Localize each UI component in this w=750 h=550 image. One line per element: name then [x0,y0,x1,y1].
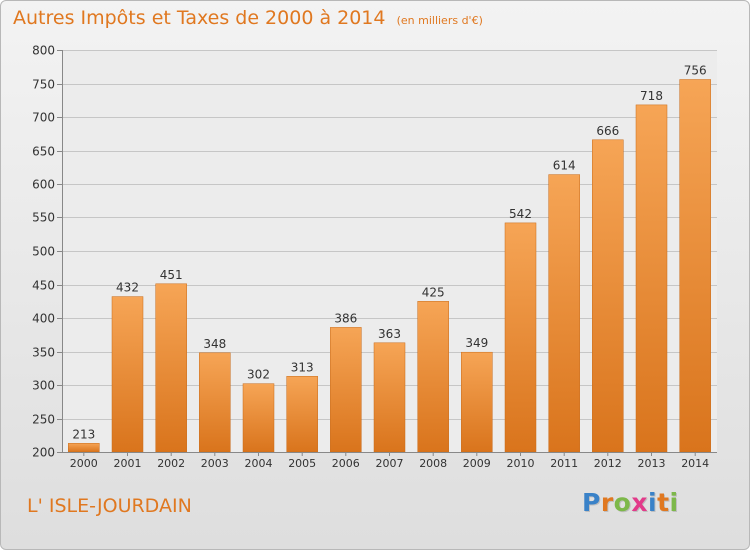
logo-letter: o [613,488,632,517]
value-label: 302 [247,368,270,382]
value-label: 313 [291,360,314,374]
value-label: 614 [553,159,576,173]
chart-title: Autres Impôts et Taxes de 2000 à 2014 [13,7,386,29]
logo-letter: t [657,488,670,517]
value-label: 425 [422,285,445,299]
x-tick-label: 2004 [245,457,273,470]
bar-2004 [242,383,275,453]
x-tick-label: 2000 [70,457,98,470]
y-tick-label: 250 [32,413,55,427]
logo-letter: P [582,488,601,517]
value-label: 213 [72,427,95,441]
bar-2001 [111,296,144,453]
proxiti-logo: Proxiti [582,488,679,517]
x-tick-label: 2012 [594,457,622,470]
value-label: 349 [465,336,488,350]
y-tick-label: 600 [32,178,55,192]
value-label: 432 [116,281,139,295]
x-tick-label: 2003 [201,457,229,470]
y-tick-label: 700 [32,111,55,125]
x-tick-label: 2010 [507,457,535,470]
bar-2002 [155,283,187,453]
x-tick-label: 2011 [550,457,578,470]
y-tick-label: 550 [32,211,55,225]
x-tick-label: 2001 [114,457,142,470]
bar-2013 [635,104,668,453]
bar-2010 [504,222,537,453]
logo-letter: r [600,488,614,517]
logo-letter: i [669,488,679,517]
value-label: 348 [203,337,226,351]
y-tick-label: 350 [32,346,55,360]
commune-name: L' ISLE-JOURDAIN [27,495,192,517]
y-tick-label: 650 [32,145,55,159]
x-tick-label: 2009 [463,457,491,470]
value-label: 363 [378,327,401,341]
labels-layer: 213 432 451 348 302 313 386 363 425 349 542 614 666 7… [72,64,706,442]
x-tick-label: 2005 [288,457,316,470]
value-label: 542 [509,207,532,221]
x-tick-label: 2002 [157,457,185,470]
bar-2005 [286,376,318,453]
y-tick-label: 450 [32,279,55,293]
y-tick-label: 750 [32,78,55,92]
bar-2014 [679,79,711,453]
bar-2007 [373,342,406,453]
y-tick-label: 800 [32,44,55,58]
chart-title-block: Autres Impôts et Taxes de 2000 à 2014 (e… [13,7,483,29]
y-tick-label: 500 [32,245,55,259]
x-tick-label: 2014 [681,457,709,470]
bar-2011 [548,174,580,453]
x-tick-label: 2007 [376,457,404,470]
bar-2000 [68,443,100,453]
x-tick-label: 2006 [332,457,360,470]
value-label: 386 [334,311,357,325]
value-label: 451 [160,268,183,282]
x-tick-label: 2008 [419,457,447,470]
logo-letter: i [648,488,658,517]
value-label: 666 [596,124,619,138]
bar-2006 [330,327,362,453]
bar-2003 [199,352,231,453]
value-label: 756 [684,64,707,78]
logo-letter: x [631,488,648,517]
x-tick-label: 2013 [638,457,666,470]
chart-unit: (en milliers d'€) [396,14,483,27]
bars-layer [68,79,711,453]
axis-layer: 200 250 300 350 400 450 500 550 600 650 700 750 800 2… [32,44,717,470]
bar-2009 [461,351,493,453]
bar-2008 [417,301,449,453]
y-tick-label: 400 [32,312,55,326]
bar-2012 [592,139,624,453]
y-tick-label: 200 [32,446,55,460]
value-label: 718 [640,89,663,103]
y-tick-label: 300 [32,379,55,393]
